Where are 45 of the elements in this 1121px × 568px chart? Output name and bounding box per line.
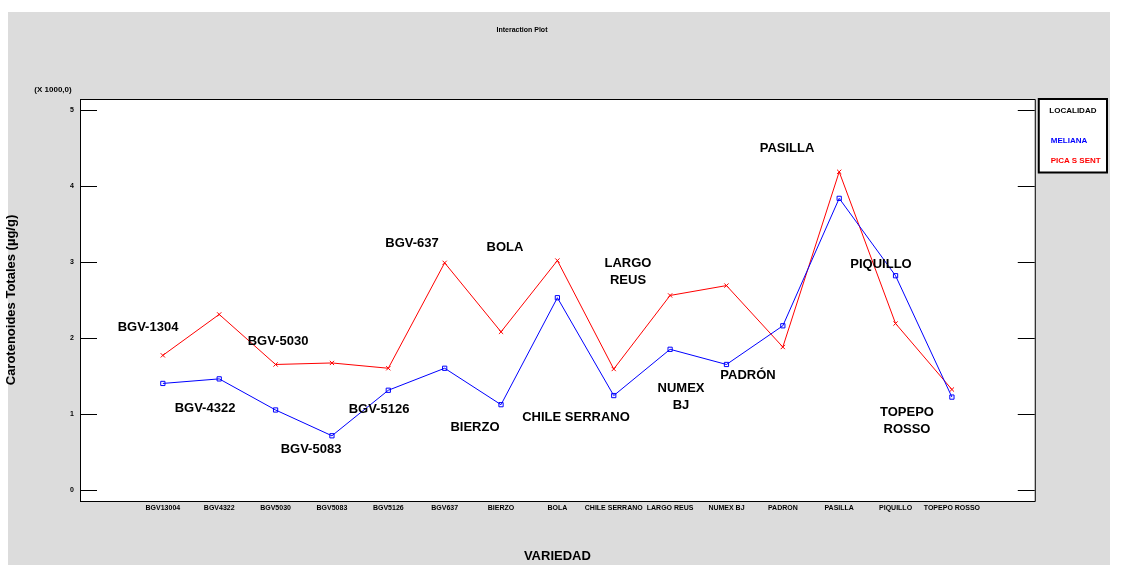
point — [160, 380, 166, 387]
annotation: PASILLA — [759, 139, 815, 155]
point — [498, 329, 504, 335]
point — [554, 257, 561, 264]
annotation: BGV-5030 — [247, 332, 309, 348]
annotation: TOPEPO ROSSO — [880, 404, 934, 437]
annotation: BOLA — [486, 238, 525, 254]
point — [667, 346, 673, 352]
point — [836, 195, 842, 201]
point — [949, 394, 955, 400]
point — [216, 376, 222, 382]
annotation: BGV-4322 — [174, 399, 236, 415]
point — [892, 273, 899, 279]
point — [836, 169, 842, 175]
text: (X 1000,0) — [34, 85, 73, 95]
point — [272, 407, 279, 413]
y-axis-title: Carotenoides Totales (µg/g) — [3, 214, 19, 386]
point — [272, 361, 279, 368]
legend-title: LOCALIDAD — [1049, 106, 1097, 116]
annotation: LARGO REUS — [604, 255, 652, 288]
point — [216, 311, 222, 318]
point — [329, 433, 335, 439]
annotation: PADRÓN — [720, 366, 776, 382]
text: MELIANA — [1050, 135, 1088, 145]
point — [385, 365, 391, 371]
annotation: CHILE SERRANO — [522, 408, 630, 424]
annotation: NUMEX BJ — [657, 380, 705, 413]
point — [442, 260, 448, 266]
point — [498, 402, 504, 408]
point — [611, 392, 617, 399]
point — [780, 323, 786, 329]
text: PICA S SENT — [1050, 155, 1101, 165]
annotation: BIERZO — [450, 418, 500, 434]
point — [554, 295, 561, 301]
x-axis-title: VARIEDAD — [523, 547, 591, 563]
point — [442, 365, 448, 371]
point — [385, 387, 391, 393]
point — [667, 292, 673, 299]
point — [329, 360, 335, 366]
point — [611, 366, 617, 372]
point — [780, 344, 786, 350]
annotation: BGV-1304 — [117, 318, 180, 334]
point — [723, 282, 730, 289]
annotation: BGV-637 — [385, 234, 439, 250]
annotation: BGV-5083 — [280, 440, 342, 456]
